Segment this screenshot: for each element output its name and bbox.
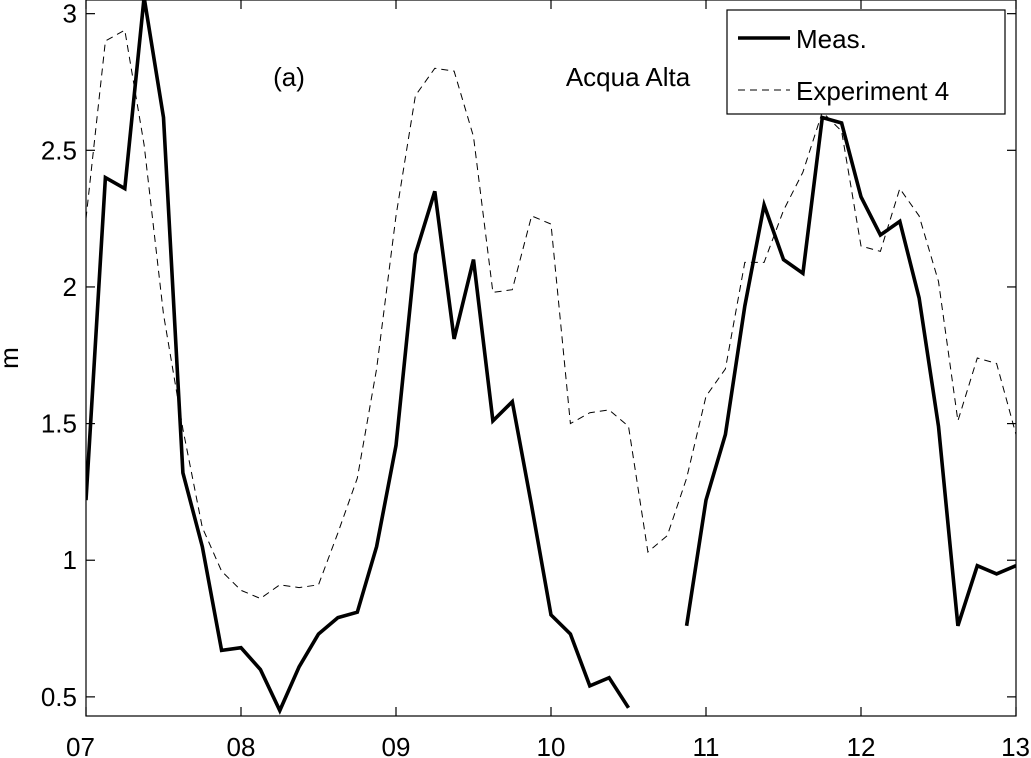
y-tick-label: 1 (63, 545, 77, 575)
legend-box (726, 9, 1006, 115)
y-tick-label: 0.5 (41, 682, 77, 712)
series-line-meas (86, 0, 1016, 715)
x-tick-label: 11 (693, 732, 720, 758)
station-label: Acqua Alta (566, 62, 691, 92)
y-axis: 0.5 1 1.5 2 2.5 3 (41, 0, 1016, 712)
x-tick-label: 07 (66, 732, 95, 758)
legend: Meas. Experiment 4 (726, 9, 1006, 115)
y-tick-label: 3 (63, 0, 77, 29)
panel-label: (a) (273, 62, 305, 92)
x-tick-label: 09 (382, 732, 411, 758)
x-tick-label: 10 (537, 732, 566, 758)
y-tick-label: 1.5 (41, 409, 77, 439)
x-tick-label: 12 (847, 732, 876, 758)
x-tick-label: 08 (227, 732, 256, 758)
legend-experiment-label: Experiment 4 (796, 76, 949, 106)
y-tick-label: 2 (63, 272, 77, 302)
legend-meas-label: Meas. (796, 24, 867, 54)
y-tick-label: 2.5 (41, 135, 77, 165)
series-layer (86, 0, 1016, 715)
series-line-experiment-4 (86, 29, 1016, 600)
y-axis-label: m (0, 347, 24, 369)
x-tick-label: 13 (1001, 732, 1030, 758)
x-axis: 07 08 09 10 11 12 13 (66, 0, 1030, 758)
